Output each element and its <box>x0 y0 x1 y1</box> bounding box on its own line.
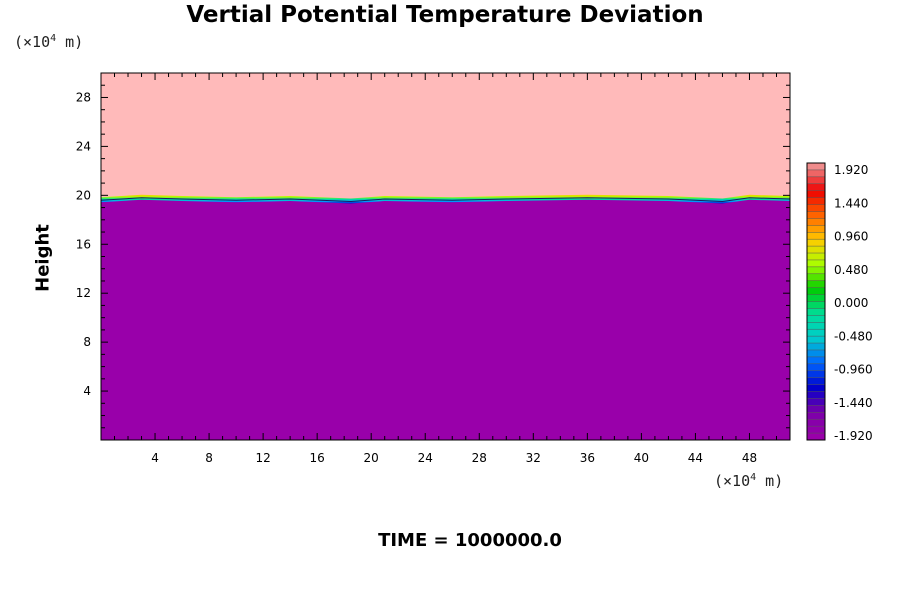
colorbar-swatch <box>807 343 825 351</box>
colorbar-swatch <box>807 239 825 247</box>
colorbar-label: 0.000 <box>834 296 868 310</box>
colorbar-swatch <box>807 197 825 206</box>
colorbar-swatch <box>807 370 825 379</box>
x-tick-label: 12 <box>255 451 270 465</box>
interface-line <box>100 197 791 202</box>
colorbar-swatch <box>807 377 825 386</box>
colorbar-swatch <box>807 183 825 192</box>
colorbar-swatch <box>807 315 825 323</box>
colorbar-swatch <box>807 232 825 240</box>
colorbar-swatch <box>807 433 825 441</box>
colorbar-swatch <box>807 225 825 233</box>
colorbar-swatch <box>807 218 825 226</box>
x-tick-label: 44 <box>688 451 703 465</box>
y-tick-label: 20 <box>76 188 91 202</box>
colorbar-swatch <box>807 412 825 420</box>
y-axis-unit: (×104 m) <box>14 33 84 51</box>
colorbar-swatch <box>807 363 825 372</box>
x-tick-label: 20 <box>364 451 379 465</box>
colorbar-swatch <box>807 308 825 316</box>
colorbar: 1.920 1.440 0.960 0.480 0.000 -0.480 -0.960 -1.… <box>806 162 873 443</box>
colorbar-swatch <box>807 294 825 302</box>
colorbar-swatch <box>807 426 825 434</box>
colorbar-label: 1.920 <box>834 163 868 177</box>
colorbar-swatch <box>807 391 825 399</box>
colorbar-frame <box>806 162 826 441</box>
y-tick-label: 8 <box>83 335 91 349</box>
y-tick-label: 28 <box>76 90 91 104</box>
colorbar-swatch <box>807 259 825 268</box>
colorbar-label: -0.960 <box>834 363 873 377</box>
colorbar-swatch <box>807 190 825 199</box>
colorbar-swatch <box>807 349 825 358</box>
x-tick-label: 8 <box>205 451 213 465</box>
chart-title: Vertial Potential Temperature Deviation <box>186 2 704 28</box>
colorbar-swatch <box>807 176 825 185</box>
colorbar-swatch <box>807 273 825 282</box>
colorbar-label: -1.440 <box>834 396 873 410</box>
colorbar-label: 0.960 <box>834 230 868 244</box>
x-tick-label: 40 <box>634 451 649 465</box>
x-tick-label: 16 <box>310 451 325 465</box>
colorbar-swatch <box>807 398 825 406</box>
colorbar-swatch <box>807 163 825 171</box>
colorbar-swatch <box>807 384 825 393</box>
colorbar-swatch <box>807 169 825 178</box>
colorbar-swatch <box>807 266 825 275</box>
colorbar-swatch <box>807 211 825 219</box>
colorbar-swatch <box>807 329 825 337</box>
colorbar-swatch <box>807 280 825 289</box>
y-tick-label: 12 <box>76 286 91 300</box>
colorbar-swatch <box>807 336 825 344</box>
y-tick-label: 24 <box>76 139 91 153</box>
x-axis-ticks: 4 8 12 16 20 24 28 32 36 40 44 48 <box>114 73 777 465</box>
colorbar-swatch <box>807 301 825 309</box>
y-tick-label: 16 <box>76 237 91 251</box>
colorbar-label: 1.440 <box>834 196 868 210</box>
colorbar-swatch <box>807 356 825 365</box>
x-tick-label: 24 <box>418 451 433 465</box>
lower-region <box>101 197 790 440</box>
plot-frame <box>100 72 791 441</box>
x-tick-label: 28 <box>472 451 487 465</box>
x-tick-label: 48 <box>742 451 757 465</box>
colorbar-label: -0.480 <box>834 329 873 343</box>
colorbar-swatch <box>807 287 825 296</box>
x-tick-label: 36 <box>580 451 595 465</box>
colorbar-swatch <box>807 322 825 330</box>
x-tick-label: 32 <box>526 451 541 465</box>
interface-band <box>101 194 790 204</box>
colorbar-swatch <box>807 419 825 427</box>
colorbar-swatch <box>807 246 825 254</box>
colorbar-swatch <box>807 405 825 413</box>
colorbar-label: -1.920 <box>834 429 873 443</box>
colorbar-swatch <box>807 253 825 261</box>
colorbar-label: 0.480 <box>834 263 868 277</box>
x-axis-unit: (×104 m) <box>714 472 784 490</box>
y-axis-ticks: 4 8 12 16 20 24 28 <box>76 84 790 429</box>
colorbar-swatch <box>807 204 825 212</box>
x-tick-label: 4 <box>151 451 159 465</box>
time-label: TIME = 1000000.0 <box>378 530 562 551</box>
y-tick-label: 4 <box>83 384 91 398</box>
